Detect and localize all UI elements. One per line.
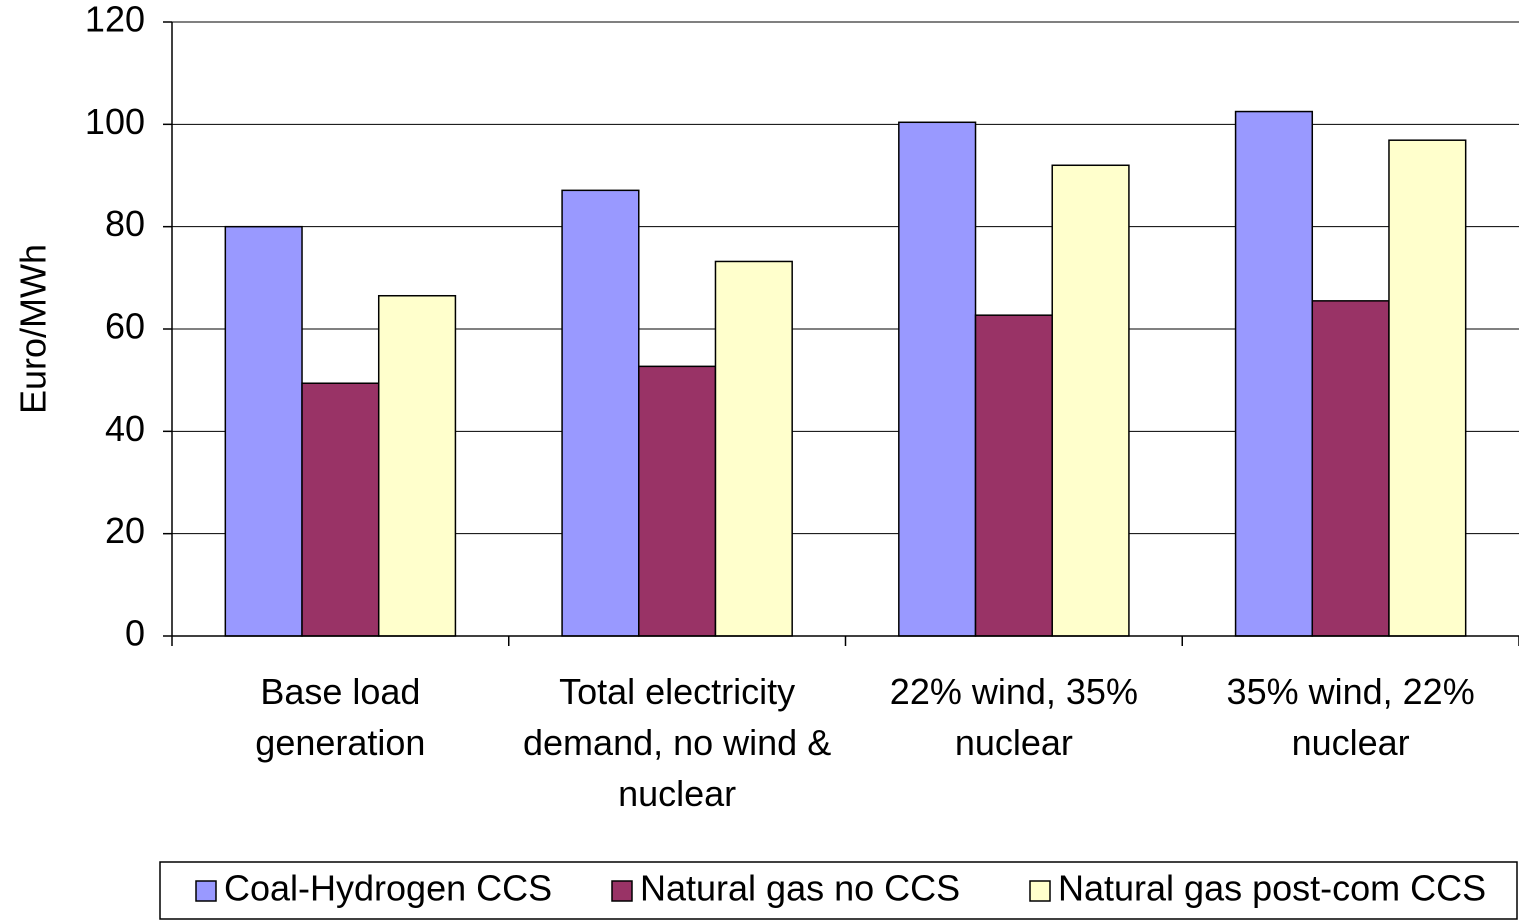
bar xyxy=(224,225,303,637)
y-tick-label: 20 xyxy=(105,510,145,551)
y-tick-label: 60 xyxy=(105,306,145,347)
bar xyxy=(1051,164,1130,637)
bar xyxy=(1388,139,1467,637)
legend-swatch xyxy=(611,880,633,902)
bar xyxy=(1311,300,1390,637)
y-tick-label: 120 xyxy=(85,0,145,40)
bar xyxy=(1234,110,1314,637)
bar xyxy=(561,189,640,637)
y-tick-label: 40 xyxy=(105,408,145,449)
x-tick-label: Total electricity demand, no wind & nucl… xyxy=(523,671,832,814)
bar xyxy=(301,382,380,637)
legend-swatch xyxy=(195,880,217,902)
bar xyxy=(377,294,457,637)
bar xyxy=(898,121,977,637)
legend-label: Natural gas no CCS xyxy=(640,868,960,909)
x-tick-label: Base load generation xyxy=(255,671,426,763)
bar xyxy=(638,365,717,637)
y-axis-label: Euro/MWh xyxy=(13,244,54,414)
y-tick-label: 0 xyxy=(125,613,145,654)
x-tick-label: 22% wind, 35% nuclear xyxy=(889,671,1138,763)
legend-label: Coal-Hydrogen CCS xyxy=(224,868,552,909)
legend-label: Natural gas post-com CCS xyxy=(1058,868,1486,909)
legend-swatch xyxy=(1029,880,1051,902)
y-tick-label: 80 xyxy=(105,203,145,244)
y-tick-label: 100 xyxy=(85,101,145,142)
bar xyxy=(714,260,793,637)
bar xyxy=(974,314,1053,637)
legend-box xyxy=(159,861,1518,920)
x-tick-label: 35% wind, 22% nuclear xyxy=(1226,671,1475,763)
